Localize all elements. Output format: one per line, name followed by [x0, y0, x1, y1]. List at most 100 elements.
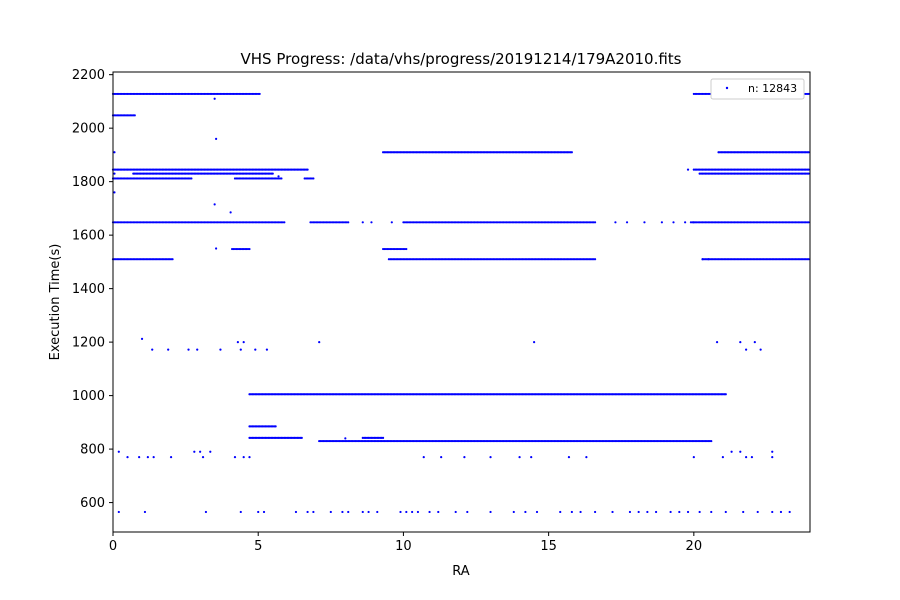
data-point	[239, 510, 242, 514]
chart-title: VHS Progress: /data/vhs/progress/2019121…	[241, 50, 682, 68]
data-point	[204, 510, 208, 514]
data-point	[715, 341, 719, 344]
data-point	[193, 450, 196, 453]
plot-points	[111, 92, 810, 514]
y-tick-label: 1600	[72, 229, 105, 244]
data-point	[229, 211, 232, 214]
data-point	[428, 510, 431, 514]
x-tick-label: 10	[395, 539, 412, 554]
data-point	[570, 151, 573, 154]
data-point	[306, 510, 309, 514]
data-point	[411, 510, 414, 514]
data-point	[512, 510, 515, 514]
data-point	[381, 436, 385, 439]
data-point	[274, 425, 277, 428]
x-tick-label: 5	[254, 539, 262, 554]
data-point	[169, 456, 173, 459]
data-point	[152, 456, 155, 459]
data-point	[750, 456, 754, 459]
data-point	[535, 510, 539, 514]
data-point	[710, 510, 713, 514]
data-point	[117, 450, 120, 453]
data-point	[117, 510, 120, 514]
data-point	[721, 456, 724, 459]
data-point	[236, 341, 239, 344]
data-point	[312, 177, 315, 180]
x-tick-label: 20	[686, 539, 703, 554]
data-point	[454, 510, 457, 514]
data-point	[239, 348, 242, 351]
data-point	[113, 172, 116, 175]
data-point	[724, 393, 727, 396]
data-point	[530, 456, 533, 459]
data-point	[215, 247, 218, 250]
plot-frame	[112, 71, 811, 533]
data-point	[171, 258, 174, 261]
data-point	[257, 510, 260, 514]
data-point	[707, 258, 710, 261]
data-point	[440, 456, 443, 459]
data-point	[742, 510, 745, 514]
data-point	[771, 510, 774, 514]
data-point	[140, 337, 144, 341]
data-point	[524, 510, 527, 514]
y-tick-label: 2000	[72, 122, 105, 137]
data-point	[628, 510, 632, 514]
legend-marker	[725, 86, 729, 90]
data-point	[201, 456, 205, 459]
data-point	[437, 510, 440, 514]
data-point	[779, 510, 783, 514]
data-point	[745, 456, 748, 459]
data-point	[213, 203, 216, 206]
data-point	[678, 510, 681, 514]
legend: n: 12843	[710, 78, 805, 100]
data-point	[367, 510, 370, 514]
data-point	[361, 510, 364, 514]
data-point	[807, 221, 810, 224]
data-point	[283, 221, 286, 224]
data-point	[686, 510, 690, 514]
data-point	[277, 175, 280, 178]
data-point	[466, 510, 469, 514]
data-point	[242, 341, 245, 344]
data-point	[807, 92, 810, 96]
x-tick-label: 0	[109, 539, 117, 554]
data-point	[654, 510, 658, 514]
data-point	[807, 172, 810, 175]
data-point	[745, 348, 748, 351]
data-point	[133, 114, 136, 117]
y-tick-label: 2200	[72, 68, 105, 83]
y-tick-label: 1000	[72, 389, 105, 404]
data-point	[724, 510, 727, 514]
data-point	[807, 258, 810, 261]
data-point	[593, 510, 597, 514]
data-point	[143, 510, 147, 514]
data-point	[489, 510, 492, 514]
data-point	[248, 456, 251, 459]
data-point	[701, 258, 704, 261]
data-point	[113, 191, 116, 194]
data-point	[306, 168, 309, 171]
data-point	[672, 221, 675, 224]
data-point	[405, 247, 408, 251]
data-point	[756, 510, 759, 514]
data-point	[643, 221, 646, 224]
y-axis-label: Execution Time(s)	[48, 244, 63, 361]
data-point	[209, 450, 212, 453]
data-point	[113, 151, 116, 154]
data-point	[807, 151, 810, 154]
data-point	[370, 221, 373, 224]
data-point	[390, 221, 393, 224]
data-point	[329, 510, 332, 514]
data-point	[233, 456, 237, 459]
data-point	[692, 221, 695, 224]
data-point	[126, 456, 129, 459]
data-point	[294, 510, 298, 514]
data-point	[669, 510, 672, 514]
y-tick-label: 800	[80, 443, 105, 458]
data-point	[463, 456, 466, 459]
x-axis-label: RA	[452, 564, 470, 579]
data-point	[692, 456, 695, 459]
data-point	[593, 258, 597, 261]
data-point	[567, 456, 571, 459]
